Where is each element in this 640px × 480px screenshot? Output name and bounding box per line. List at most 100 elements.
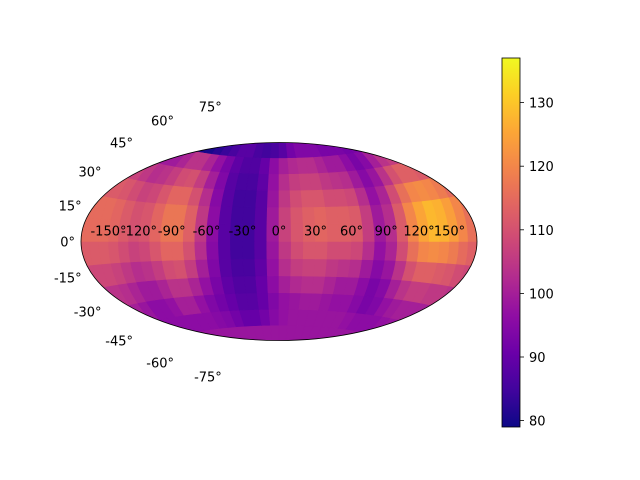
heatmap-cell [302,241,316,260]
heatmap-cell [279,372,304,382]
heatmap-cell [416,241,430,263]
heatmap-cell [261,370,279,381]
heatmap-cell [279,114,284,128]
heatmap-cell [268,308,280,326]
heatmap-cell [283,142,294,143]
heatmap-cell [231,343,249,358]
heatmap-cell [424,151,451,175]
heatmap-cell [254,223,268,242]
heatmap-cell [249,374,279,382]
lon-tick-label: -60° [193,225,221,240]
heatmap-cell [138,142,166,160]
heatmap-cell [231,125,249,140]
heatmap-cell [269,355,276,369]
heatmap-cell [194,241,208,260]
heatmap-cell [236,111,258,124]
heatmap-cell [276,369,279,382]
heatmap-cell [376,346,407,363]
heatmap-cell [185,356,216,370]
heatmap-cell [218,258,233,277]
heatmap-cell [107,308,134,332]
heatmap-cell [251,341,264,356]
heatmap-cell [185,114,216,128]
heatmap-cell [182,358,214,371]
heatmap-cell [245,357,263,370]
heatmap-cell [279,369,285,382]
heatmap-cell [170,336,199,341]
heatmap-cell [182,332,209,341]
heatmap-cell [279,101,295,113]
lon-tick-label: -120° [121,225,157,240]
heatmap-cell [264,340,275,341]
heatmap-cell [342,356,373,370]
lat-tick-label: -45° [105,335,133,350]
heatmap-cell [279,101,308,110]
heatmap-cell [197,119,224,134]
heatmap-cell [326,121,351,136]
colorbar-tick-label: 120 [529,160,554,175]
heatmap-cell [240,112,260,125]
heatmap-cell [160,241,174,261]
heatmap-cell [313,206,328,225]
lat-tick-label: -60° [146,357,174,372]
heatmap-cell [255,189,269,208]
heatmap-cell [266,258,280,277]
heatmap-cell [132,142,161,158]
heatmap-cell [278,241,292,260]
heatmap-cell [267,189,280,208]
heatmap-cell [330,348,356,363]
heatmap-cell [279,101,285,114]
heatmap-cell [271,369,279,382]
heatmap-cell [252,372,279,381]
heatmap-cell [278,157,290,175]
heatmap-cell [359,142,388,147]
heatmap-cell [339,115,369,129]
heatmap-cell [279,375,310,382]
heatmap-cell [279,101,300,112]
heatmap-cell [401,142,432,155]
heatmap-cell [279,369,282,382]
heatmap-cell [256,292,270,310]
heatmap-cell [248,375,279,382]
heatmap-cell [290,223,304,242]
heatmap-cell [330,120,356,135]
heatmap-cell [355,334,382,341]
heatmap-cell [313,104,347,112]
heatmap-cell [282,114,289,128]
heatmap-cell [244,127,259,142]
heatmap-cell [279,373,308,382]
heatmap-cell [279,101,293,113]
heatmap-cell [418,306,445,329]
heatmap-cell [373,123,403,140]
heatmap-cell [418,154,445,177]
heatmap-cell [258,101,279,112]
heatmap-cell [299,127,314,142]
heatmap-cell [255,275,269,294]
colorbar-tick-label: 110 [529,224,554,239]
heatmap-cell [386,142,414,162]
heatmap-cell [219,108,249,119]
heatmap-cell [279,374,309,382]
heatmap-cell [243,275,258,294]
heatmap-cell [326,241,340,260]
colorbar: 80 90 100 110 120 130 [501,57,554,430]
heatmap-cell [279,101,313,105]
heatmap-cell [278,275,291,294]
heatmap-cell [285,114,295,128]
heatmap-cell [297,112,317,125]
heatmap-cell [278,258,292,277]
lat-tick-label: -75° [194,371,222,386]
heatmap-cell [222,363,251,375]
heatmap-cell [279,376,312,381]
heatmap-cell [279,101,290,113]
heatmap-cell [325,258,340,277]
map-boundary [80,142,478,341]
heatmap-cell [274,114,279,128]
heatmap-cell [271,101,279,114]
heatmap-cell [299,342,314,357]
heatmap-cell [376,120,407,137]
heatmap-cell [279,371,300,382]
heatmap-cell [243,189,258,208]
heatmap-cell [274,355,279,369]
heatmap-cell [232,111,256,124]
